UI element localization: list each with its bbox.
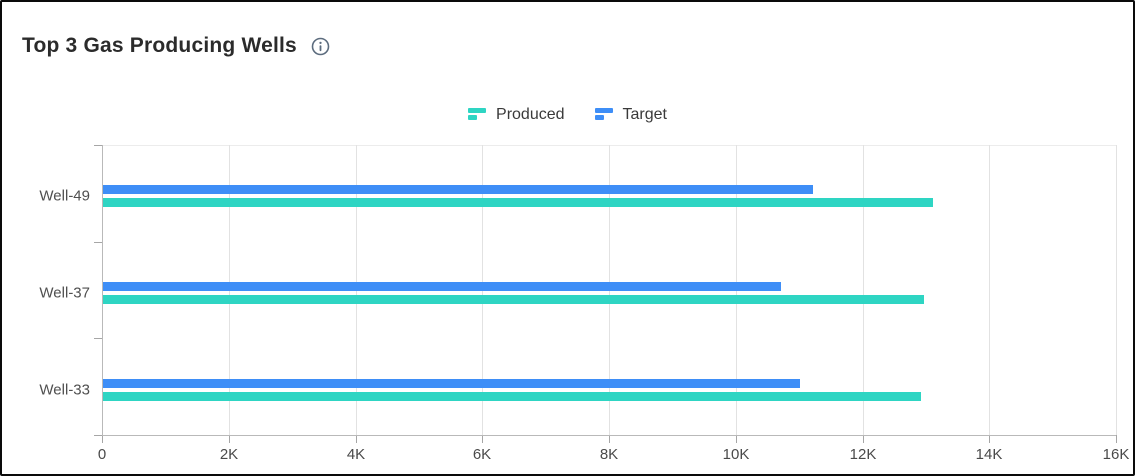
x-axis-tick-label: 14K (975, 446, 1003, 463)
bar-produced-well-37[interactable] (103, 295, 924, 304)
legend-item-target[interactable]: Target (594, 106, 667, 124)
x-axis-tick-label: 16K (1102, 446, 1130, 463)
x-axis-tick-label: 6K (472, 446, 492, 463)
x-axis-tick-label: 10K (722, 446, 750, 463)
bar-target-well-33[interactable] (103, 379, 800, 388)
legend-item-produced[interactable]: Produced (468, 106, 565, 124)
legend-label: Target (622, 106, 667, 123)
x-axis-tick-label: 8K (599, 446, 619, 463)
x-axis-tick (356, 435, 357, 443)
x-gridline (1116, 145, 1117, 435)
x-gridline (863, 145, 864, 435)
bar-target-well-49[interactable] (103, 185, 813, 194)
x-axis-tick-label: 12K (849, 446, 877, 463)
chart-title: Top 3 Gas Producing Wells (22, 34, 297, 57)
x-axis-tick-label: 2K (219, 446, 239, 463)
y-axis-line (102, 145, 103, 435)
chart-header: Top 3 Gas Producing Wells (22, 34, 330, 58)
x-gridline (989, 145, 990, 435)
legend: Produced Target (2, 106, 1133, 124)
y-axis-category-label: Well-37 (39, 284, 90, 302)
y-axis-tick (94, 242, 102, 243)
x-axis-tick-label: 4K (346, 446, 366, 463)
horizontal-bars-icon (468, 108, 487, 122)
x-axis-tick (102, 435, 103, 443)
x-axis-line (102, 435, 1116, 436)
y-axis-tick (94, 338, 102, 339)
legend-label: Produced (496, 106, 565, 123)
x-axis-tick (863, 435, 864, 443)
x-axis-tick (482, 435, 483, 443)
bar-produced-well-33[interactable] (103, 392, 921, 401)
y-axis-tick (94, 145, 102, 146)
x-axis-tick (609, 435, 610, 443)
y-axis-tick (94, 435, 102, 436)
x-axis-tick (736, 435, 737, 443)
x-axis-tick (229, 435, 230, 443)
horizontal-bars-icon (594, 108, 613, 122)
y-axis-category-label: Well-33 (39, 381, 90, 399)
x-axis-tick (989, 435, 990, 443)
bar-target-well-37[interactable] (103, 282, 781, 291)
bar-produced-well-49[interactable] (103, 198, 933, 207)
y-axis-category-label: Well-49 (39, 187, 90, 205)
info-icon[interactable] (311, 37, 330, 56)
x-axis-tick-label: 0 (97, 446, 107, 463)
x-axis-tick (1116, 435, 1117, 443)
